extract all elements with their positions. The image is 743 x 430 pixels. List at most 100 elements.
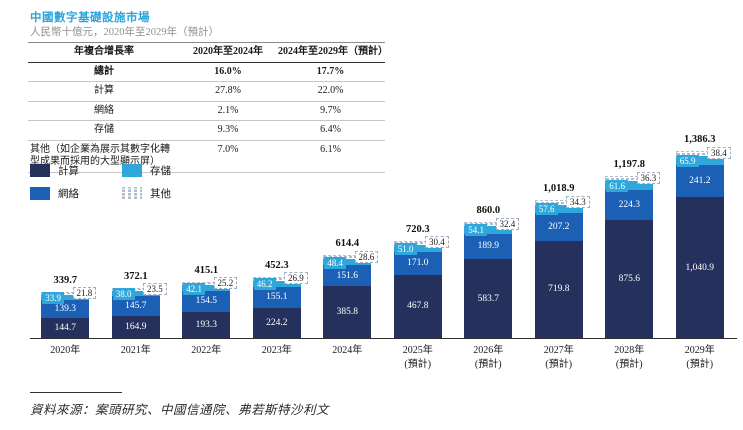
other-value-chip: 34.3 [566,196,590,209]
bar-2024年: 151.6 385.8 48.4 28.6 [323,250,379,338]
legend-swatch-storage [122,164,142,177]
cagr-row-label: 其他（如企業為展示其數字化轉型成果而採用的大型顯示屏） [28,140,180,173]
bar-total-label: 415.1 [194,264,219,276]
cagr-row-3: 存儲 9.3% 6.4% [28,120,385,141]
bar-segment-compute: 467.8 [393,274,442,338]
cagr-row-0: 總計 16.0% 17.7% [28,62,385,82]
bar-segment-network: 189.9 [464,233,513,260]
legend-swatch-compute [30,164,50,177]
x-axis-label-line: (預計) [686,358,714,370]
bar-segment-network: 139.3 [41,299,90,319]
x-axis-label-2020年: 2020年 [30,344,101,371]
x-axis-label-2026年: 2026年 (預計) [453,344,524,371]
bar-total-label: 372.1 [123,270,148,282]
cagr-row-1: 計算 27.8% 22.0% [28,81,385,102]
bars: 339.7 139.3 144.7 33.9 21.8 372.1 145.7 164.9 38… [30,0,735,338]
x-axis-labels: 2020年 2021年 2022年 2023年 2024年 2025年 (預計) 2026年 (… [30,344,735,371]
cagr-table-header-row: 年複合增長率 2020年至2024年 2024年至2029年（預計） [28,42,388,63]
cagr-row-value: 17.7% [276,62,385,82]
bar-segment-storage [111,290,160,297]
bar-segment-network: 154.5 [182,291,231,312]
x-axis-label-2027年: 2027年 (預計) [524,344,595,371]
bar-2027年: 207.2 719.8 57.6 34.3 [534,196,590,338]
bar-total-label: 1,197.8 [613,159,646,171]
cagr-table-body: 總計 16.0% 17.7% 計算 27.8% 22.0% 網絡 2.1% 9.7% 存儲 9.3%… [28,62,385,173]
bar-segment-storage [605,181,654,190]
storage-value-chip: 65.9 [676,154,699,167]
bar-2023年: 155.1 224.2 46.2 26.9 [252,272,308,338]
bar-total-label: 720.3 [405,223,430,235]
cagr-row-4: 其他（如企業為展示其數字化轉型成果而採用的大型顯示屏） 7.0% 6.1% [28,140,385,173]
other-value-chip: 38.4 [707,146,731,159]
other-value-chip: 26.9 [284,272,308,285]
bar-total-label: 614.4 [335,238,360,250]
x-axis-label-line: 2020年 [50,345,81,356]
legend-label: 網絡 [58,189,79,200]
bar-slot-2029年: 1,386.3 241.2 1,040.9 65.9 38.4 [665,0,736,338]
x-axis-label-line: (預計) [545,358,573,370]
cagr-row-value: 27.8% [180,81,276,102]
cagr-col-metric: 年複合增長率 [28,42,180,63]
bar-2020年: 139.3 144.7 33.9 21.8 [41,287,97,338]
other-value-chip: 32.4 [495,217,520,230]
bar-segment-network: 145.7 [111,296,160,316]
bar-segment-storage [393,244,442,252]
legend-item-network: 網絡 [30,186,122,201]
bar-total-label: 860.0 [476,204,501,216]
x-axis-label-2022年: 2022年 [171,344,242,371]
legend-item-compute: 計算 [30,163,122,178]
bar-segment-storage [182,285,231,292]
x-axis-label-line: (預計) [474,358,502,370]
cagr-row-value: 6.1% [276,140,385,173]
bar-2022年: 154.5 193.3 42.1 25.2 [182,277,238,338]
bar-total-label: 1,018.9 [543,183,575,195]
bar-segment-compute: 164.9 [111,315,160,338]
x-axis-label-line: (預計) [615,358,643,370]
other-value-chip: 23.5 [143,282,167,295]
cagr-row-value: 9.3% [180,120,276,141]
x-axis-label-2021年: 2021年 [101,344,172,371]
bar-segment-storage [464,226,513,234]
legend-item-storage: 存儲 [122,163,232,178]
bar-segment-network: 207.2 [534,212,583,241]
bar-2026年: 189.9 583.7 54.1 32.4 [464,217,520,338]
bar-segment-compute: 193.3 [182,311,231,338]
bar-segment-compute: 385.8 [323,285,372,338]
cagr-row-label: 計算 [28,81,180,102]
storage-value-chip: 42.1 [183,282,205,295]
storage-value-chip: 48.4 [324,256,346,269]
cagr-row-value: 6.4% [276,120,385,141]
bar-2025年: 171.0 467.8 51.0 30.4 [393,236,449,338]
source-rule [30,392,122,393]
other-value-chip: 25.2 [213,277,238,290]
x-axis-label-line: 2026年 [473,345,504,356]
cagr-row-value: 9.7% [276,101,385,121]
bar-segment-storage [41,295,90,300]
bar-slot-2021年: 372.1 145.7 164.9 38.0 23.5 [101,0,172,338]
storage-value-chip: 38.0 [112,288,135,301]
other-value-chip: 36.3 [636,172,661,185]
bar-segment-compute: 875.6 [605,219,654,338]
x-axis-label-line: 2023年 [261,345,292,356]
legend-swatch-network [30,187,50,200]
other-value-chip: 30.4 [425,236,449,249]
bar-slot-2027年: 1,018.9 207.2 719.8 57.6 34.3 [524,0,595,338]
x-axis-label-2028年: 2028年 (預計) [594,344,665,371]
legend-swatch-other [122,187,142,200]
x-axis-label-2023年: 2023年 [242,344,313,371]
bar-slot-2028年: 1,197.8 224.3 875.6 61.6 36.3 [594,0,665,338]
x-axis-label-line: (預計) [404,358,432,370]
bar-slot-2026年: 860.0 189.9 583.7 54.1 32.4 [453,0,524,338]
storage-value-chip: 51.0 [394,242,417,255]
bar-segment-network: 171.0 [393,251,442,275]
x-axis-label-line: 2025年 [402,345,433,356]
bar-segment-storage [323,258,372,266]
x-axis-label-line: 2028年 [614,345,645,356]
chart-legend: 計算 存儲 網絡 其他 [30,163,232,201]
cagr-row-value: 2.1% [180,101,276,121]
cagr-col-2024-2029: 2024年至2029年（預計） [276,42,388,63]
bar-segment-compute: 224.2 [252,307,301,338]
other-value-chip: 28.6 [354,250,379,263]
legend-label: 存儲 [150,166,171,177]
